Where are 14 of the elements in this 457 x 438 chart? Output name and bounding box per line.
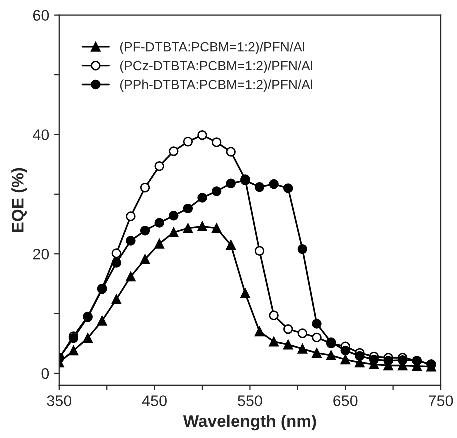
y-tick-label: 20 bbox=[33, 248, 50, 260]
x-tick-label: 650 bbox=[334, 396, 358, 406]
y-tick-label: 60 bbox=[33, 10, 50, 22]
x-tick-label: 550 bbox=[238, 396, 262, 406]
legend-label: (PPh-DTBTA:PCBM=1:2)/PFN/Al bbox=[120, 80, 312, 92]
legend-label: (PCz-DTBTA:PCBM=1:2)/PFN/Al bbox=[120, 60, 312, 74]
y-axis-title: EQE (%) bbox=[12, 168, 28, 232]
x-axis-title: Wavelength (nm) bbox=[183, 414, 316, 431]
y-tick-label: 40 bbox=[33, 130, 50, 140]
legend-label: (PF-DTBTA:PCBM=1:2)/PFN/Al bbox=[120, 42, 304, 54]
x-tick-label: 350 bbox=[47, 396, 72, 406]
x-tick-label: 750 bbox=[429, 396, 454, 406]
y-tick-label: 0 bbox=[42, 368, 50, 380]
x-tick-label: 450 bbox=[142, 396, 167, 406]
